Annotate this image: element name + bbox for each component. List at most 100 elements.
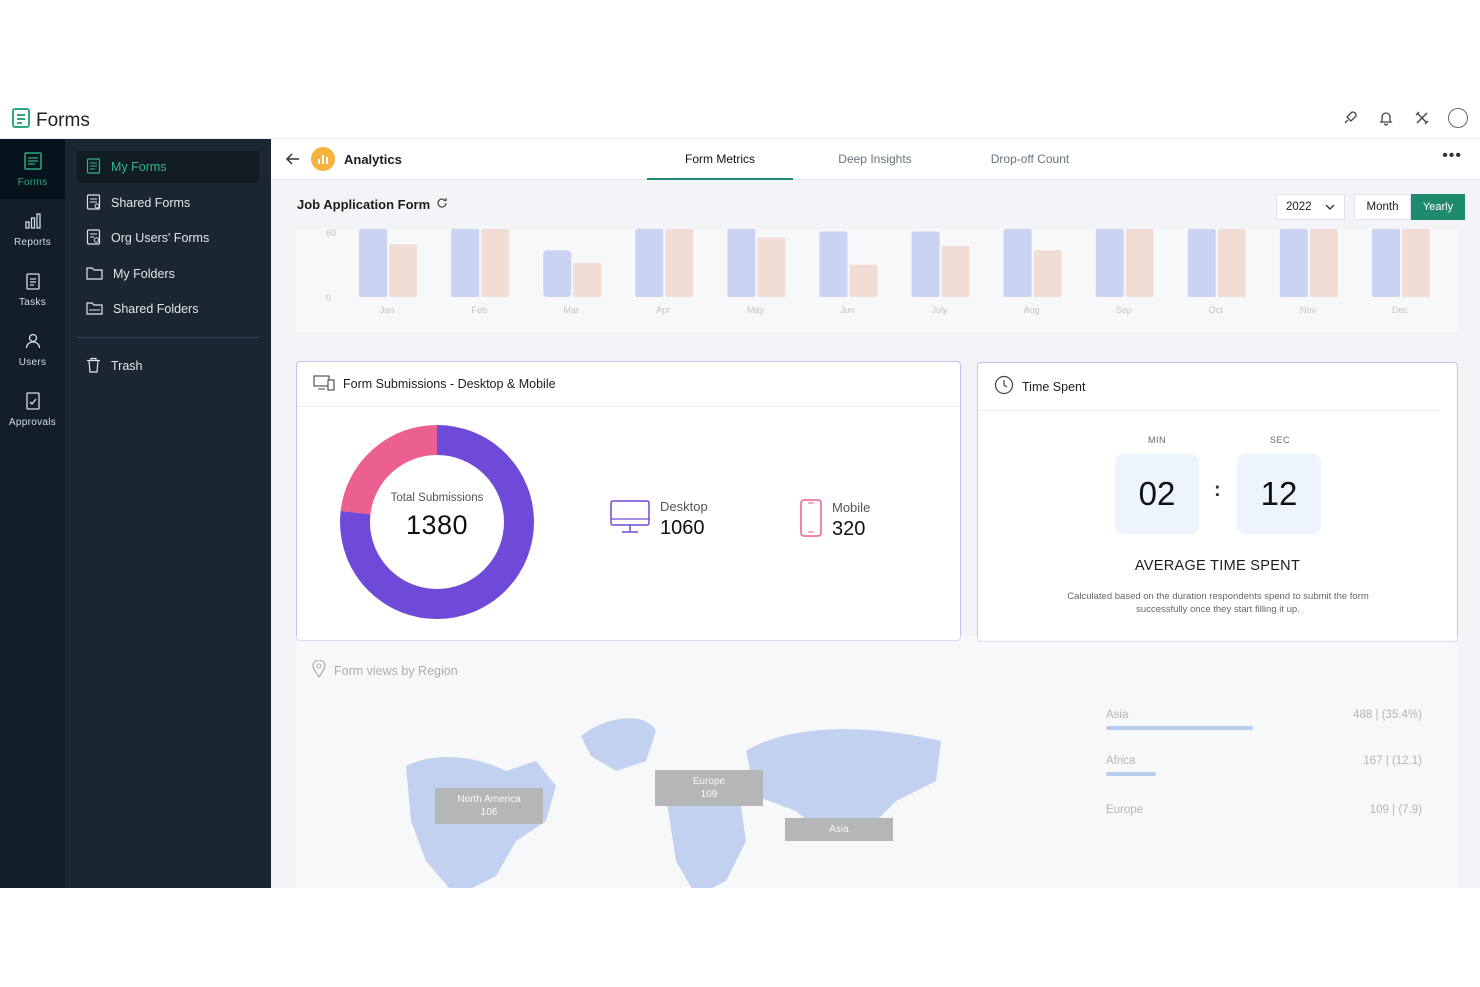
rail-item-tasks[interactable]: Tasks [0, 259, 65, 319]
submissions-donut: Total Submissions 1380 [337, 422, 537, 622]
nav-item-my-forms[interactable]: My Forms [77, 151, 259, 183]
map-tag-value: 106 [480, 807, 498, 818]
total-submissions-value: 1380 [405, 509, 469, 540]
nav-label: Trash [111, 359, 143, 373]
average-time-title: AVERAGE TIME SPENT [1134, 558, 1301, 574]
tab-form-metrics[interactable]: Form Metrics [647, 139, 793, 180]
forms-logo-icon [12, 108, 30, 133]
form-doc-icon [86, 157, 101, 177]
bar-apr-series-2 [665, 229, 694, 297]
map-tag-asia: Asia [785, 818, 893, 841]
app-title: Forms [36, 109, 90, 131]
nav-item-shared-forms[interactable]: Shared Forms [77, 187, 259, 219]
y-tick-label: 0 [326, 293, 331, 303]
region-name: Asia [1106, 709, 1129, 721]
tools-icon[interactable] [1412, 108, 1432, 128]
year-select[interactable]: 2022 [1276, 194, 1345, 220]
region-value: 167 | (12.1) [1363, 755, 1422, 767]
nav-item-trash[interactable]: Trash [77, 350, 259, 382]
rail-label: Reports [13, 236, 52, 248]
minutes-box: 02 [1115, 454, 1199, 534]
map-tag-name: Europe [692, 776, 726, 787]
tab-drop-off-count[interactable]: Drop-off Count [990, 152, 1070, 166]
submissions-title: Form Submissions - Desktop & Mobile [343, 377, 556, 391]
more-options-icon[interactable]: ••• [1442, 147, 1462, 164]
form-name: Job Application Form [297, 197, 431, 212]
devices-icon [313, 374, 335, 394]
bar-oct-series-1 [1187, 229, 1216, 297]
top-icons [1340, 108, 1468, 128]
tab-deep-insights[interactable]: Deep Insights [838, 152, 912, 166]
donut-svg [340, 425, 535, 619]
desktop-label: Desktop [660, 499, 708, 514]
region-row-europe: Europe 109 | (7.9) [1106, 804, 1422, 816]
chevron-down-icon [1325, 201, 1335, 213]
region-title: Form views by Region [334, 663, 458, 678]
main-content: Analytics Form Metrics Deep Insights Dro… [271, 139, 1480, 888]
region-name: Africa [1106, 755, 1136, 767]
x-tick-label: Apr [656, 305, 670, 315]
mobile-value: 320 [832, 518, 866, 540]
trash-icon [86, 357, 101, 376]
nav-label: My Folders [113, 267, 175, 281]
bar-apr-series-1 [635, 229, 664, 297]
map-tag-value: 109 [700, 789, 718, 800]
month-button[interactable]: Month [1354, 194, 1411, 220]
refresh-icon[interactable] [436, 197, 448, 212]
user-icon [23, 331, 43, 354]
desktop-value: 1060 [660, 517, 705, 539]
region-bar [1106, 772, 1157, 776]
org-form-icon [86, 228, 101, 248]
forms-icon [23, 151, 43, 174]
rail-item-users[interactable]: Users [0, 319, 65, 379]
bar-dec-series-1 [1371, 229, 1400, 297]
x-tick-label: Jan [380, 305, 395, 315]
bar-sep-series-2 [1125, 229, 1154, 297]
bar-aug-series-2 [1033, 250, 1062, 297]
bar-feb-series-1 [451, 229, 480, 297]
x-tick-label: July [932, 305, 949, 315]
brand[interactable]: Forms [12, 108, 90, 133]
nav-item-org-users-forms[interactable]: Org Users' Forms [77, 222, 259, 254]
x-tick-label: Sep [1116, 305, 1132, 315]
desktop-icon [610, 499, 650, 540]
nav-item-shared-folders[interactable]: Shared Folders [77, 293, 259, 325]
bar-mar-series-1 [543, 250, 572, 297]
bar-jan-series-1 [359, 229, 388, 297]
bell-icon[interactable] [1376, 108, 1396, 128]
analytics-header: Analytics Form Metrics Deep Insights Dro… [271, 139, 1480, 180]
desktop-stat: Desktop 1060 [610, 499, 708, 540]
location-pin-icon [312, 659, 326, 681]
region-value: 109 | (7.9) [1369, 804, 1422, 816]
rail-item-forms[interactable]: Forms [0, 139, 65, 199]
world-map [406, 718, 941, 888]
mobile-icon [800, 499, 822, 542]
rail-item-approvals[interactable]: Approvals [0, 379, 65, 439]
yearly-button[interactable]: Yearly [1411, 194, 1465, 220]
analytics-icon [311, 147, 335, 171]
nav-item-my-folders[interactable]: My Folders [77, 258, 259, 290]
total-submissions-label: Total Submissions [390, 491, 484, 504]
bar-nov-series-2 [1309, 229, 1338, 297]
rocket-icon[interactable] [1340, 108, 1360, 128]
back-arrow-icon[interactable] [285, 151, 301, 172]
shared-form-icon [86, 193, 101, 213]
bar-july-series-1 [911, 231, 940, 297]
nav-label: Shared Folders [113, 302, 199, 316]
bar-nov-series-1 [1279, 229, 1308, 297]
region-bar [1106, 726, 1253, 730]
y-tick-label: 60 [326, 229, 336, 238]
bar-jun-series-1 [819, 231, 848, 297]
approval-icon [23, 391, 43, 414]
donut-center: Total Submissions 1380 [337, 422, 537, 622]
x-tick-label: Feb [471, 305, 487, 315]
monthly-bar-chart: 60 0 Jan Feb Mar Apr May Jun July Aug Sep Oct Nov Dec [296, 229, 1458, 332]
rail-label: Users [18, 356, 47, 368]
x-tick-label: Aug [1024, 305, 1040, 315]
bar-feb-series-2 [481, 229, 510, 297]
avatar-icon[interactable] [1448, 108, 1468, 128]
bar-jun-series-2 [849, 264, 878, 297]
nav-divider [77, 337, 259, 338]
year-value: 2022 [1286, 201, 1312, 213]
rail-item-reports[interactable]: Reports [0, 199, 65, 259]
